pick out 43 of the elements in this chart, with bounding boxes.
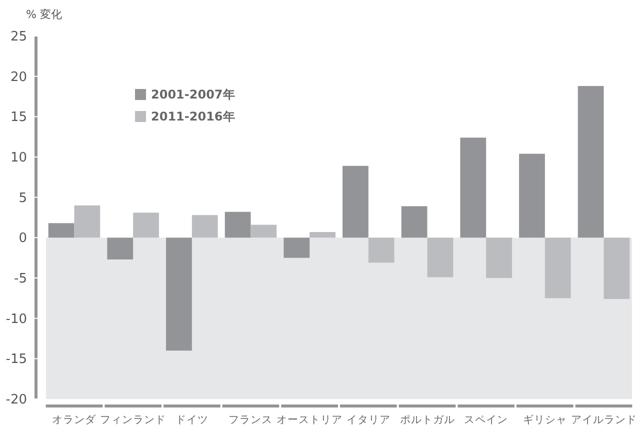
bar bbox=[284, 238, 310, 258]
x-tick-label: ドイツ bbox=[175, 414, 208, 426]
y-tick-label: 10 bbox=[10, 150, 27, 166]
y-tick-label: 25 bbox=[10, 30, 27, 45]
y-tick-label: -20 bbox=[6, 392, 27, 408]
bar bbox=[166, 238, 192, 351]
y-axis-title: % 変化 bbox=[26, 8, 62, 21]
legend-label: 2001-2007年 bbox=[151, 88, 235, 102]
y-tick-label: 20 bbox=[10, 70, 27, 85]
bar bbox=[342, 166, 368, 238]
legend-label: 2011-2016年 bbox=[151, 110, 235, 124]
y-tick-label: 0 bbox=[18, 231, 27, 246]
bar bbox=[48, 223, 74, 238]
y-tick-label: 5 bbox=[18, 190, 27, 206]
bar bbox=[192, 215, 218, 238]
bar bbox=[460, 138, 486, 238]
bar bbox=[544, 238, 571, 298]
y-tick-label: -5 bbox=[14, 272, 27, 287]
y-tick-label: 15 bbox=[10, 110, 27, 126]
bar bbox=[578, 86, 604, 238]
bar bbox=[250, 224, 277, 238]
x-tick-label: ギリシャ bbox=[522, 414, 567, 426]
x-tick-label: フランス bbox=[228, 414, 273, 426]
x-tick-label: ポルトガル bbox=[400, 414, 455, 426]
x-tick-label: フィンランド bbox=[100, 414, 166, 426]
x-tick-label: オーストリア bbox=[276, 414, 343, 426]
bar bbox=[604, 238, 630, 299]
x-tick-label: アイルランド bbox=[570, 414, 637, 426]
x-tick-label: イタリア bbox=[346, 414, 390, 426]
bar bbox=[368, 238, 394, 263]
bar bbox=[519, 154, 545, 238]
bar bbox=[486, 238, 512, 278]
x-tick-label: スペイン bbox=[464, 414, 508, 426]
bar bbox=[401, 206, 428, 238]
bar bbox=[107, 238, 134, 260]
y-tick-label: -15 bbox=[6, 352, 27, 368]
bar bbox=[427, 238, 454, 278]
x-tick-label: オランダ bbox=[52, 414, 98, 426]
bar bbox=[224, 212, 251, 238]
bar bbox=[133, 212, 159, 238]
y-tick-label: -10 bbox=[6, 312, 27, 327]
bar bbox=[310, 232, 336, 238]
bar bbox=[74, 205, 100, 238]
